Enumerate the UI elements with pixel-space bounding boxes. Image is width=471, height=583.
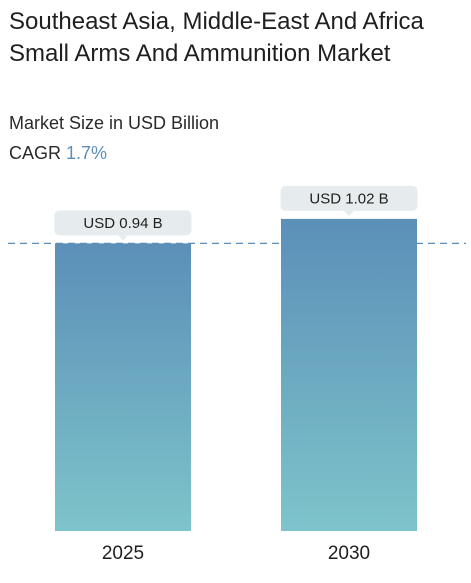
bar-2030	[281, 218, 417, 531]
x-tick-label-2025: 2025	[102, 543, 144, 564]
cagr-value: 1.7%	[66, 143, 108, 163]
x-tick-label-2030: 2030	[328, 543, 370, 564]
chart-subtitle: Market Size in USD Billion	[9, 113, 220, 133]
data-label-bubble-2025	[54, 210, 192, 236]
cagr-label: CAGR	[9, 143, 62, 163]
data-label-bubble-2030	[280, 185, 418, 211]
data-label-2025: USD 0.94 B	[83, 215, 162, 232]
data-label-pointer-2030	[344, 210, 354, 216]
chart-title: Southeast Asia, Middle-East And Africa S…	[9, 8, 424, 67]
data-label-2030: USD 1.02 B	[309, 190, 388, 207]
cagr-line: CAGR 1.7%	[9, 141, 107, 165]
bar-2025	[55, 243, 191, 532]
data-label-pointer-2025	[118, 235, 128, 241]
